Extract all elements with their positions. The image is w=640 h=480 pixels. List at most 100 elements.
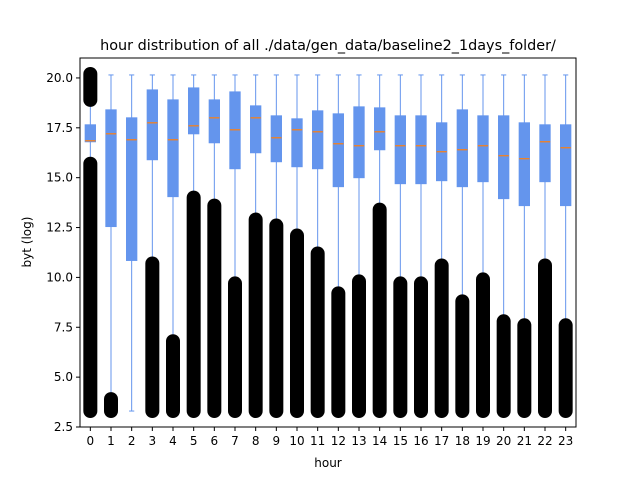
box-iqr bbox=[250, 105, 262, 154]
box-group-hour-19 bbox=[476, 74, 490, 419]
x-tick-label: 23 bbox=[558, 434, 573, 448]
x-tick-label: 0 bbox=[87, 434, 95, 448]
y-tick-label: 2.5 bbox=[54, 420, 73, 434]
box-group-hour-17 bbox=[434, 74, 449, 419]
low-fliers bbox=[517, 318, 532, 419]
box-group-hour-18 bbox=[455, 74, 470, 419]
box-iqr bbox=[208, 99, 221, 144]
low-fliers bbox=[145, 256, 160, 419]
low-fliers bbox=[269, 218, 284, 419]
low-fliers bbox=[414, 276, 428, 419]
box-group-hour-2 bbox=[126, 74, 138, 412]
box-group-hour-15 bbox=[393, 74, 408, 419]
box-iqr bbox=[105, 109, 117, 228]
x-tick-label: 6 bbox=[211, 434, 219, 448]
x-tick-label: 3 bbox=[149, 434, 157, 448]
x-tick-label: 1 bbox=[107, 434, 115, 448]
box-iqr bbox=[539, 124, 551, 183]
box-group-hour-12 bbox=[331, 74, 346, 419]
low-fliers bbox=[372, 202, 387, 419]
x-tick-label: 20 bbox=[496, 434, 511, 448]
y-tick-label: 5.0 bbox=[54, 370, 73, 384]
y-tick-label: 15.0 bbox=[46, 171, 73, 185]
box-iqr bbox=[188, 87, 200, 135]
low-fliers bbox=[331, 286, 346, 419]
box-iqr bbox=[498, 115, 510, 200]
plot-area bbox=[83, 66, 573, 419]
x-tick-label: 17 bbox=[434, 434, 449, 448]
x-tick-label: 16 bbox=[413, 434, 428, 448]
box-group-hour-7 bbox=[228, 74, 242, 419]
box-iqr bbox=[518, 122, 531, 207]
low-fliers bbox=[248, 212, 263, 419]
box-group-hour-1 bbox=[104, 74, 118, 419]
y-tick-label: 17.5 bbox=[46, 121, 73, 135]
low-fliers bbox=[310, 246, 325, 419]
x-tick-label: 11 bbox=[310, 434, 325, 448]
x-tick-label: 21 bbox=[517, 434, 532, 448]
box-group-hour-21 bbox=[517, 74, 532, 419]
box-group-hour-20 bbox=[496, 74, 511, 419]
low-fliers bbox=[352, 274, 366, 419]
box-group-hour-9 bbox=[269, 74, 284, 419]
low-fliers bbox=[434, 258, 449, 419]
x-tick-label: 18 bbox=[455, 434, 470, 448]
box-group-hour-13 bbox=[352, 74, 366, 419]
box-iqr bbox=[415, 115, 427, 185]
box-group-hour-8 bbox=[248, 74, 263, 419]
low-fliers bbox=[186, 190, 201, 419]
box-iqr bbox=[270, 115, 282, 163]
box-group-hour-10 bbox=[290, 74, 304, 419]
low-fliers bbox=[290, 228, 304, 419]
low-fliers bbox=[476, 272, 490, 419]
low-fliers bbox=[207, 198, 222, 419]
box-iqr bbox=[167, 99, 179, 198]
x-tick-label: 13 bbox=[351, 434, 366, 448]
box-group-hour-22 bbox=[538, 74, 552, 419]
x-axis-label: hour bbox=[314, 456, 342, 470]
y-tick-label: 10.0 bbox=[46, 270, 73, 284]
low-fliers bbox=[104, 392, 118, 419]
box-iqr bbox=[332, 113, 344, 188]
low-fliers bbox=[228, 276, 242, 419]
box-iqr bbox=[394, 115, 406, 185]
x-tick-label: 4 bbox=[169, 434, 177, 448]
box-group-hour-5 bbox=[186, 74, 201, 419]
y-axis: 2.5 5.0 7.5 10.0 12.5 15.0 17.5 20.0 bbox=[46, 71, 80, 434]
box-group-hour-4 bbox=[166, 74, 180, 419]
box-group-hour-6 bbox=[207, 74, 222, 419]
box-iqr bbox=[146, 89, 159, 161]
low-fliers bbox=[558, 318, 573, 419]
box-iqr bbox=[456, 109, 468, 188]
x-tick-label: 12 bbox=[331, 434, 346, 448]
axes-frame bbox=[79, 57, 577, 428]
box-group-hour-11 bbox=[310, 74, 325, 419]
low-fliers bbox=[455, 294, 470, 419]
y-tick-label: 7.5 bbox=[54, 320, 73, 334]
box-iqr bbox=[477, 115, 489, 183]
box-iqr bbox=[126, 117, 138, 261]
high-fliers bbox=[83, 66, 98, 107]
x-tick-label: 7 bbox=[231, 434, 239, 448]
box-iqr bbox=[374, 107, 386, 151]
x-tick-label: 8 bbox=[252, 434, 260, 448]
chart-title: hour distribution of all ./data/gen_data… bbox=[100, 38, 556, 54]
x-tick-label: 2 bbox=[128, 434, 136, 448]
box-iqr bbox=[291, 118, 303, 168]
y-axis-label: byt (log) bbox=[20, 217, 34, 268]
box-group-hour-16 bbox=[414, 74, 428, 419]
y-tick-label: 20.0 bbox=[46, 71, 73, 85]
low-fliers bbox=[538, 258, 552, 419]
x-tick-label: 15 bbox=[393, 434, 408, 448]
box-group-hour-14 bbox=[372, 74, 387, 419]
box-iqr bbox=[560, 124, 572, 207]
box-iqr bbox=[312, 110, 324, 170]
x-tick-label: 22 bbox=[537, 434, 552, 448]
low-fliers bbox=[496, 314, 511, 419]
low-fliers bbox=[393, 276, 408, 419]
box-iqr bbox=[353, 106, 365, 179]
x-tick-label: 19 bbox=[475, 434, 490, 448]
box-group-hour-23 bbox=[558, 74, 573, 419]
x-tick-label: 9 bbox=[273, 434, 281, 448]
